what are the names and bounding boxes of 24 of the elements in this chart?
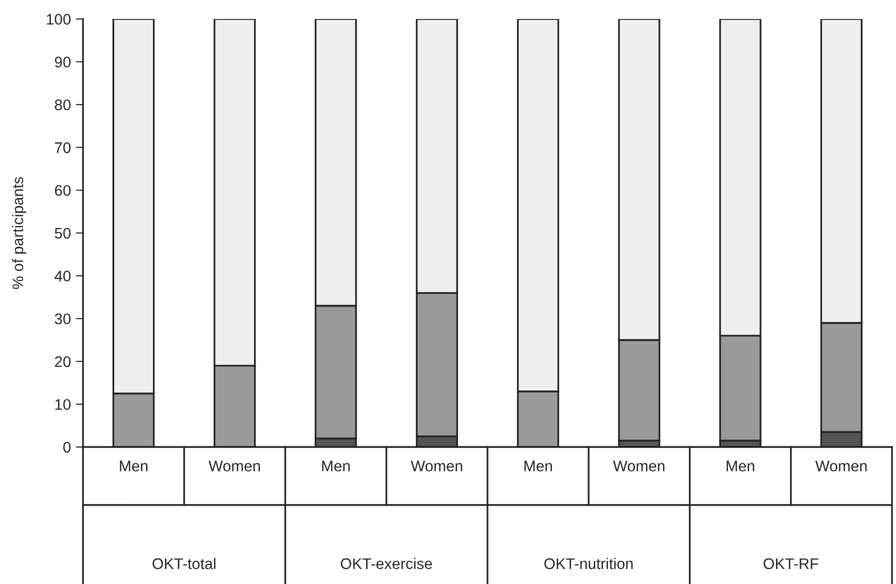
- y-tick-label: 60: [54, 185, 71, 196]
- x-tick-label: Women: [613, 460, 664, 472]
- x-tick-label: Women: [815, 460, 867, 472]
- y-tick-label: 40: [54, 270, 71, 282]
- text: OKT-RF: [764, 558, 818, 570]
- y-tick-label: 70: [54, 142, 71, 154]
- text: OKT-total: [152, 558, 216, 570]
- x-tick-label: Men: [524, 460, 552, 472]
- y-tick-label: 100: [46, 14, 71, 25]
- x-tick-label: Men: [120, 460, 148, 472]
- y-tick-label: 10: [55, 399, 71, 410]
- text: OKT-nutrition: [544, 558, 633, 570]
- y-tick-label: 20: [54, 356, 71, 368]
- y-tick-label: 50: [54, 228, 71, 239]
- x-tick-label: Women: [410, 460, 462, 472]
- y-tick-label: 80: [54, 99, 71, 110]
- y-tick-label: 90: [54, 56, 71, 68]
- y-tick-label: 0: [63, 442, 71, 453]
- y-axis-title: % of participants: [12, 177, 26, 289]
- text: OKT-exercise: [340, 558, 432, 570]
- x-tick-label: Men: [322, 460, 350, 472]
- x-tick-label: Men: [726, 460, 754, 472]
- x-tick-label: Women: [208, 460, 260, 472]
- y-tick-label: 30: [54, 313, 71, 324]
